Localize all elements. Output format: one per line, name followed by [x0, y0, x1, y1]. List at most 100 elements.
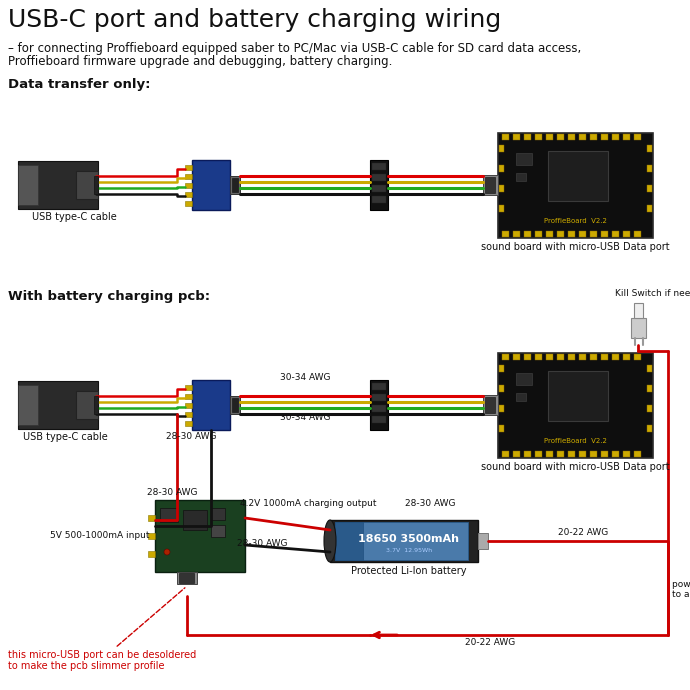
Bar: [177, 572, 197, 584]
Bar: [499, 145, 504, 152]
Bar: [502, 354, 509, 360]
Text: sound board with micro-USB Data port: sound board with micro-USB Data port: [481, 242, 669, 252]
Text: 30-34 AWG: 30-34 AWG: [280, 413, 331, 422]
Text: USB-C port and battery charging wiring: USB-C port and battery charging wiring: [8, 8, 501, 32]
Bar: [498, 353, 653, 458]
Bar: [546, 134, 553, 140]
Bar: [185, 403, 192, 408]
Text: ProffieBoard  V2.2: ProffieBoard V2.2: [544, 438, 607, 444]
Bar: [372, 185, 386, 192]
Bar: [647, 425, 652, 432]
Bar: [546, 451, 553, 457]
Bar: [230, 176, 240, 194]
Bar: [601, 231, 608, 237]
Bar: [483, 395, 498, 415]
Text: USB type-C cable: USB type-C cable: [23, 432, 108, 442]
Text: 28-30 AWG: 28-30 AWG: [405, 499, 455, 508]
Bar: [232, 398, 238, 412]
Bar: [211, 508, 225, 520]
Bar: [372, 383, 386, 390]
Bar: [647, 365, 652, 372]
Text: 3.7V  12.95Wh: 3.7V 12.95Wh: [386, 549, 432, 553]
Bar: [516, 373, 532, 385]
Bar: [499, 185, 504, 192]
Text: power wires: power wires: [672, 580, 690, 589]
Ellipse shape: [324, 520, 336, 562]
Bar: [372, 174, 386, 181]
Bar: [372, 394, 386, 401]
Bar: [634, 354, 641, 360]
Bar: [230, 396, 240, 414]
Bar: [18, 161, 98, 209]
Bar: [185, 201, 192, 206]
Bar: [502, 134, 509, 140]
Bar: [535, 134, 542, 140]
Bar: [535, 231, 542, 237]
Bar: [516, 393, 526, 401]
Bar: [335, 522, 468, 560]
Bar: [499, 425, 504, 432]
Bar: [557, 354, 564, 360]
Bar: [513, 231, 520, 237]
Text: to make the pcb slimmer profile: to make the pcb slimmer profile: [8, 661, 164, 671]
Bar: [647, 165, 652, 172]
Bar: [185, 412, 192, 417]
Bar: [485, 397, 495, 413]
Bar: [502, 451, 509, 457]
Bar: [546, 354, 553, 360]
Bar: [634, 451, 641, 457]
Bar: [579, 451, 586, 457]
Bar: [192, 380, 230, 430]
Text: USB type-C cable: USB type-C cable: [32, 212, 117, 222]
Bar: [185, 165, 192, 170]
Bar: [568, 354, 575, 360]
Bar: [192, 160, 230, 210]
Bar: [155, 500, 245, 572]
Bar: [579, 134, 586, 140]
Text: 4.2V 1000mA charging output: 4.2V 1000mA charging output: [240, 499, 377, 508]
Text: 28-30 AWG: 28-30 AWG: [166, 432, 217, 441]
Bar: [623, 451, 630, 457]
Bar: [370, 380, 388, 430]
Bar: [485, 177, 495, 193]
Bar: [647, 185, 652, 192]
Bar: [557, 451, 564, 457]
Bar: [94, 176, 98, 194]
Text: ProffieBoard  V2.2: ProffieBoard V2.2: [544, 218, 607, 224]
Bar: [502, 231, 509, 237]
Bar: [76, 171, 98, 199]
Text: 30-34 AWG: 30-34 AWG: [280, 373, 331, 382]
Bar: [590, 231, 597, 237]
Bar: [590, 134, 597, 140]
Bar: [590, 451, 597, 457]
Bar: [183, 510, 207, 530]
Bar: [372, 416, 386, 423]
Bar: [335, 522, 363, 560]
Bar: [179, 573, 194, 583]
Text: sound board with micro-USB Data port: sound board with micro-USB Data port: [481, 462, 669, 472]
Bar: [483, 175, 498, 195]
Bar: [94, 396, 98, 414]
Bar: [185, 421, 192, 426]
Text: 28-30 AWG: 28-30 AWG: [147, 488, 197, 497]
Bar: [579, 231, 586, 237]
Bar: [601, 354, 608, 360]
Bar: [535, 354, 542, 360]
Bar: [76, 391, 98, 419]
Bar: [232, 178, 238, 192]
Bar: [548, 371, 608, 421]
Bar: [623, 134, 630, 140]
Bar: [548, 151, 608, 201]
Ellipse shape: [164, 549, 170, 555]
Bar: [524, 134, 531, 140]
Bar: [513, 354, 520, 360]
Bar: [372, 196, 386, 203]
Bar: [631, 318, 646, 338]
Bar: [185, 192, 192, 197]
Text: 20-22 AWG: 20-22 AWG: [465, 638, 515, 647]
Bar: [612, 231, 619, 237]
Bar: [516, 173, 526, 181]
Bar: [634, 134, 641, 140]
Text: 5V 500-1000mA input: 5V 500-1000mA input: [50, 531, 150, 540]
Bar: [524, 231, 531, 237]
